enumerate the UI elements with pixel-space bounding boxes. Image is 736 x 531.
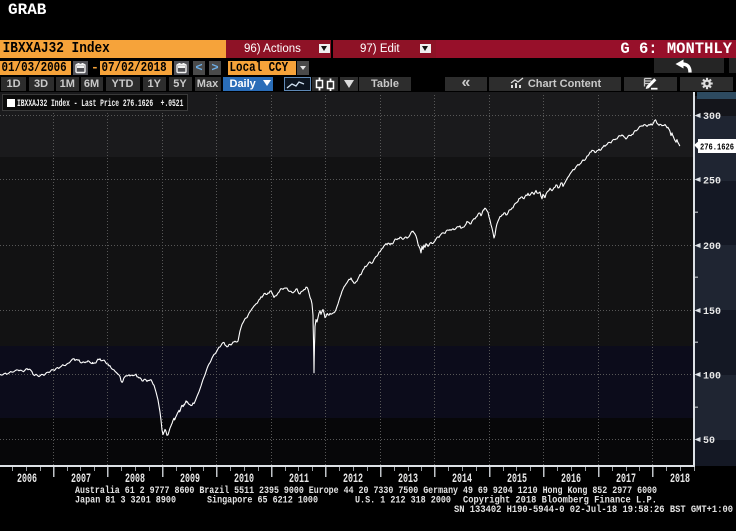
- svg-text:Copyright 2018 Bloomberg Finan: Copyright 2018 Bloomberg Finance L.P.: [463, 495, 657, 507]
- svg-text:2017: 2017: [616, 471, 636, 486]
- svg-text:2012: 2012: [343, 471, 363, 486]
- svg-text:2013: 2013: [398, 471, 418, 486]
- svg-text:2007: 2007: [71, 471, 91, 486]
- svg-text:2008: 2008: [125, 471, 145, 486]
- svg-text:276.1626: 276.1626: [700, 142, 734, 153]
- svg-text:2015: 2015: [507, 471, 527, 486]
- svg-text:Singapore 65 6212 1000: Singapore 65 6212 1000: [207, 495, 318, 507]
- svg-text:2014: 2014: [452, 471, 472, 486]
- svg-text:2011: 2011: [289, 471, 309, 486]
- svg-text:50: 50: [703, 436, 715, 447]
- svg-text:200: 200: [703, 242, 721, 253]
- svg-text:Australia 61 2 9777 8600 Brazi: Australia 61 2 9777 8600 Brazil 5511 239…: [75, 485, 657, 497]
- svg-text:100: 100: [703, 372, 721, 383]
- svg-text:2016: 2016: [561, 471, 581, 486]
- svg-text:U.S. 1 212 318 2000: U.S. 1 212 318 2000: [355, 495, 451, 507]
- svg-text:250: 250: [703, 177, 721, 188]
- svg-text:2009: 2009: [180, 471, 200, 486]
- svg-text:2018: 2018: [670, 471, 690, 486]
- svg-text:150: 150: [703, 307, 721, 318]
- svg-text:2006: 2006: [17, 471, 37, 486]
- svg-text:SN 133402 H190-5944-0 02-Jul-1: SN 133402 H190-5944-0 02-Jul-18 19:58:26…: [454, 504, 733, 516]
- svg-text:Japan 81 3 3201 8900: Japan 81 3 3201 8900: [75, 495, 176, 507]
- svg-text:300: 300: [703, 112, 721, 123]
- svg-text:2010: 2010: [234, 471, 254, 486]
